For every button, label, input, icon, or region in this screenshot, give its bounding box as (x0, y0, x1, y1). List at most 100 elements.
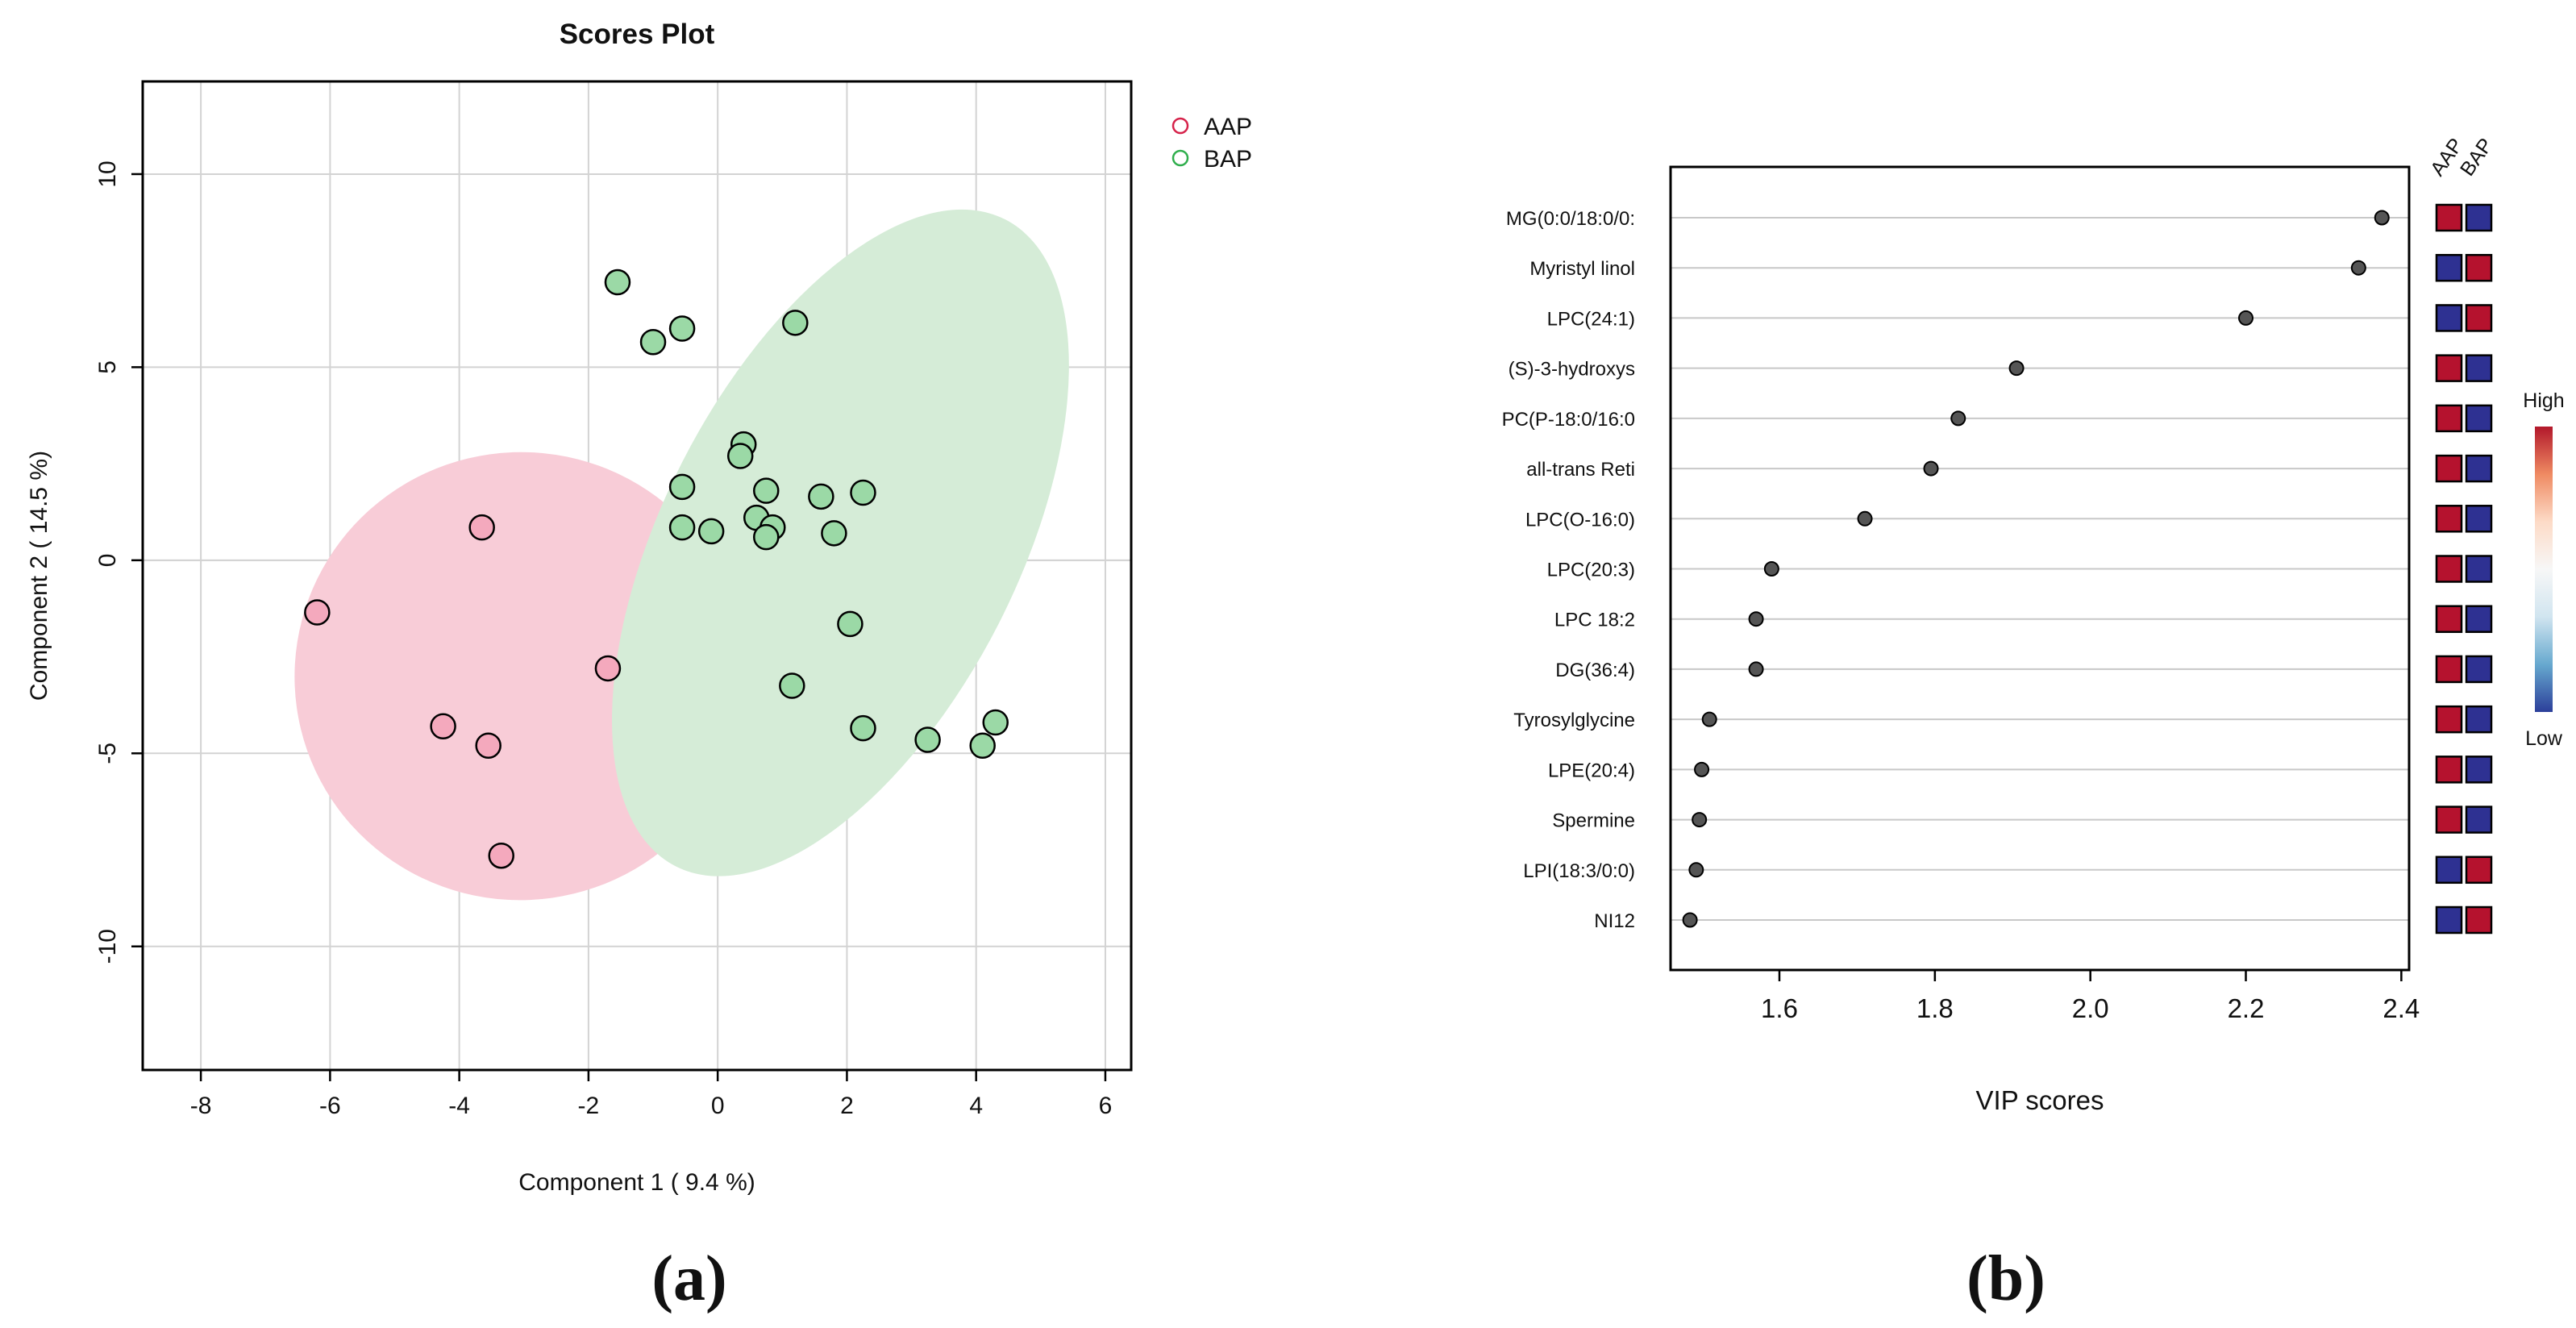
panel-label-b: (b) (1966, 1243, 2045, 1314)
panel-label-a: (a) (651, 1243, 726, 1314)
heat-cell (2435, 354, 2463, 382)
feature-label: all-trans Reti (1526, 459, 1635, 481)
heat-cell (2465, 354, 2493, 382)
y-tick-label: 5 (94, 360, 121, 374)
feature-label: LPE(20:4) (1548, 760, 1635, 781)
bap-point (850, 479, 876, 506)
y-tick-label: 0 (94, 554, 121, 568)
vip-dot (1857, 510, 1873, 527)
bap-legend-label: BAP (1204, 146, 1252, 173)
group-label: BAP (2456, 134, 2498, 180)
vip-x-tick-label: 1.6 (1761, 993, 1798, 1023)
feature-label: PC(P-18:0/16:0 (1502, 409, 1635, 431)
vip-x-tick-label: 2.2 (2228, 993, 2265, 1023)
heat-cell (2465, 705, 2493, 734)
colorbar-low-label: Low (2525, 727, 2563, 750)
heat-cell (2465, 655, 2493, 684)
vip-dot (1682, 912, 1698, 928)
bap-point (753, 523, 780, 551)
bap-point (914, 726, 941, 753)
vip-dot (2374, 210, 2390, 226)
feature-label: LPC(O-16:0) (1525, 509, 1635, 531)
color-key: High Low (2523, 389, 2564, 750)
aap-point (488, 842, 514, 869)
score-points (304, 269, 1009, 869)
bap-point (604, 269, 631, 296)
vip-x-axis-ticks: 1.6 1.8 2.0 2.2 2.4 (1761, 970, 2420, 1023)
heat-cell (2435, 905, 2463, 935)
heat-cell (2435, 605, 2463, 633)
heat-cell (2465, 806, 2493, 834)
feature-label: (S)-3-hydroxys (1509, 359, 1635, 381)
bap-point (753, 477, 780, 504)
x-axis-ticks: -8 -6 -4 -2 0 2 4 6 (190, 1070, 1112, 1119)
y-tick-label: 10 (94, 160, 121, 187)
feature-labels: MG(0:0/18:0/0: Myristyl linol LPC(24:1) (S)… (1502, 208, 1635, 932)
aap-point (468, 514, 495, 541)
vip-dot (1694, 761, 1710, 777)
heat-cell (2435, 253, 2463, 282)
vip-x-tick-label: 2.4 (2382, 993, 2420, 1023)
scores-plot-frame (141, 80, 1133, 1072)
feature-label: LPC 18:2 (1554, 610, 1635, 631)
vip-dot (1763, 561, 1779, 577)
bap-point (837, 610, 864, 638)
heat-cell (2465, 555, 2493, 583)
bap-point (668, 473, 696, 501)
bap-point (697, 518, 725, 545)
y-tick-label: -10 (94, 929, 121, 964)
feature-label: MG(0:0/18:0/0: (1506, 208, 1635, 230)
feature-label: LPI(18:3/0:0) (1523, 860, 1635, 882)
scores-plot-panel: Scores Plot -8 -6 -4 -2 0 2 4 6 -10 -5 0 5 10 Compo… (26, 19, 1252, 1314)
bap-point (639, 329, 667, 356)
aap-legend-marker (1171, 117, 1189, 135)
aap-point (304, 599, 331, 626)
vip-dot (1923, 460, 1939, 477)
heat-cell (2435, 203, 2463, 232)
x-tick-label: -2 (578, 1093, 600, 1119)
heat-cell (2435, 505, 2463, 533)
heat-cell (2435, 705, 2463, 734)
heat-cell (2435, 806, 2463, 834)
bap-point (850, 714, 876, 742)
y-axis-ticks: -10 -5 0 5 10 (94, 160, 143, 964)
aap-point (475, 732, 501, 759)
heat-cell (2465, 253, 2493, 282)
vip-dot (1688, 862, 1704, 878)
vip-dot (1692, 812, 1708, 828)
vip-dots (1682, 210, 2390, 928)
vip-dot (1701, 711, 1717, 727)
vip-dot (2008, 360, 2025, 377)
bap-point (726, 443, 754, 469)
heat-cell (2465, 203, 2493, 232)
group-label: AAP (2426, 134, 2468, 180)
x-tick-label: 4 (969, 1093, 983, 1119)
x-axis-label: Component 1 ( 9.4 %) (518, 1169, 755, 1196)
aap-legend-label: AAP (1204, 114, 1252, 140)
vip-dot (1748, 661, 1764, 677)
y-tick-label: -5 (94, 743, 121, 764)
aap-point (430, 713, 456, 740)
bap-point (808, 483, 834, 510)
feature-label: NI12 (1594, 910, 1635, 932)
scores-plot-title: Scores Plot (560, 19, 715, 50)
vip-dot (1950, 410, 1966, 427)
x-tick-label: 2 (840, 1093, 854, 1119)
feature-label: Tyrosylglycine (1513, 710, 1635, 731)
x-tick-label: -6 (319, 1093, 341, 1119)
colorbar-high-label: High (2523, 389, 2564, 412)
aap-point (594, 655, 622, 682)
bap-point (982, 709, 1009, 736)
vip-dot (1748, 611, 1764, 627)
heat-cell (2435, 555, 2463, 583)
heat-cell (2465, 605, 2493, 633)
feature-label: Myristyl linol (1529, 258, 1635, 280)
vip-x-tick-label: 1.8 (1916, 993, 1954, 1023)
heat-cell (2465, 756, 2493, 784)
heat-cell (2465, 905, 2493, 935)
x-tick-label: -4 (448, 1093, 470, 1119)
heat-cell (2435, 855, 2463, 885)
bap-point (821, 520, 847, 547)
